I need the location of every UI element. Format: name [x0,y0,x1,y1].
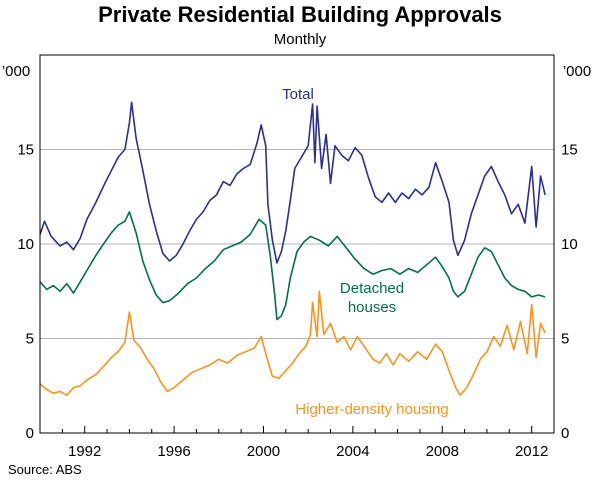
gridlines [40,149,554,339]
y-tick-right-0: 0 [561,425,569,442]
x-tick-1996: 1996 [157,443,190,460]
x-tick-1992: 1992 [68,443,101,460]
series-line-higher-density-housing [39,290,546,396]
plot-frame [39,54,555,434]
series-line-detached-houses [39,211,546,321]
y-tick-left-10: 10 [17,236,34,253]
x-tick-2000: 2000 [247,443,280,460]
x-tick-2008: 2008 [426,443,459,460]
chart-title: Private Residential Building Approvals [98,2,502,27]
x-tick-2012: 2012 [515,443,548,460]
series-line-total [39,101,546,264]
y-tick-right-15: 15 [561,142,578,159]
left-unit-label: ’000 [2,63,30,80]
series-label-higher-density-housing: Higher-density housing [295,401,448,418]
axis-ticks: 0 0 5 5 10 10 15 15 1992 1996 2000 2004 2008 2012 [17,142,577,461]
series-label-total: Total [282,86,314,103]
y-tick-left-0: 0 [26,425,34,442]
chart-subtitle: Monthly [273,31,327,48]
y-tick-right-10: 10 [561,236,578,253]
y-tick-left-5: 5 [26,331,34,348]
source-note: Source: ABS [8,462,82,477]
y-tick-right-5: 5 [561,331,569,348]
x-tick-2004: 2004 [336,443,369,460]
series-labels: Total Detached houses Higher-density housin… [282,86,449,418]
y-tick-left-15: 15 [17,142,34,159]
series-label-detached-houses: Detached houses [340,280,404,316]
series-lines [39,101,546,396]
right-unit-label: ’000 [563,63,591,80]
